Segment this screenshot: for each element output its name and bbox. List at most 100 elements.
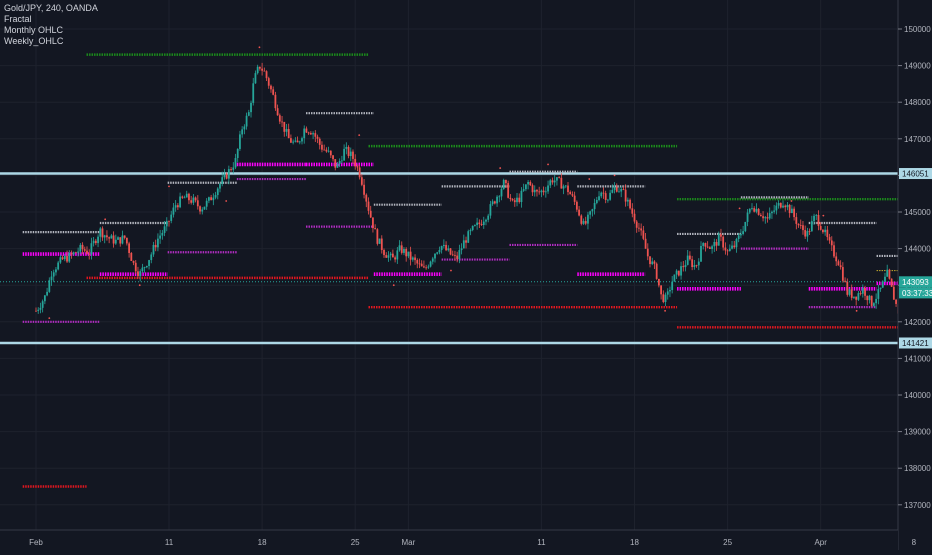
candle <box>230 167 232 172</box>
time-tick-label: 18 <box>630 538 639 547</box>
price-label-text: 143093 <box>902 278 929 287</box>
candle <box>261 62 263 76</box>
candle <box>813 213 815 225</box>
time-axis[interactable]: Feb111825Mar111825Apr81522May71320 <box>0 529 932 550</box>
price-axis-bg <box>898 0 932 550</box>
fractal-marker <box>664 309 666 312</box>
price-axis[interactable]: 1500001490001480001470001460001450001440… <box>897 0 932 550</box>
candle <box>753 206 756 213</box>
candle <box>870 295 873 308</box>
candle <box>866 295 869 306</box>
price-tick-label: 150000 <box>904 25 931 34</box>
candle <box>757 208 760 216</box>
candle <box>775 202 778 215</box>
candle <box>748 208 751 215</box>
candle <box>332 154 334 162</box>
candle <box>582 218 585 225</box>
candle <box>471 225 474 232</box>
candle <box>434 253 436 263</box>
fractal-marker <box>104 218 107 221</box>
candle <box>746 209 749 227</box>
candle <box>170 210 173 224</box>
legend-indicator-weekly-ohlc[interactable]: Weekly_OHLC <box>4 36 64 46</box>
candle <box>788 203 791 218</box>
horizontal-lines[interactable] <box>0 172 898 345</box>
candle <box>629 198 631 210</box>
candle <box>777 200 780 209</box>
candle <box>77 247 80 257</box>
candle <box>278 113 281 125</box>
candle <box>196 195 199 210</box>
candle <box>294 137 297 143</box>
candle <box>489 200 492 219</box>
candle <box>655 262 658 280</box>
candle <box>646 243 649 261</box>
candle <box>873 302 875 308</box>
time-tick-label: 11 <box>537 538 546 547</box>
candle <box>190 195 193 205</box>
candle <box>447 245 450 252</box>
candle <box>451 250 454 257</box>
candle <box>737 232 740 243</box>
candle <box>839 260 842 270</box>
candle <box>620 186 623 198</box>
candle <box>622 186 625 191</box>
candle <box>660 285 662 300</box>
candle <box>92 237 95 247</box>
candle <box>360 174 363 187</box>
candle <box>132 260 135 266</box>
candle <box>740 229 742 239</box>
candle <box>438 246 441 255</box>
fractal-marker <box>738 207 741 210</box>
candle <box>562 184 565 195</box>
candle <box>427 264 430 270</box>
legend-symbol[interactable]: Gold/JPY, 240, OANDA <box>4 3 98 13</box>
candle <box>398 240 401 252</box>
candle <box>773 204 776 214</box>
candle <box>343 144 346 161</box>
candle <box>653 260 656 270</box>
candle <box>425 264 428 270</box>
candle <box>613 182 616 194</box>
candle <box>768 207 771 220</box>
fractal-marker <box>613 174 616 177</box>
candle <box>755 203 758 214</box>
price-tick-label: 144000 <box>904 245 931 254</box>
candle <box>358 164 361 180</box>
legend-indicator-monthly-ohlc[interactable]: Monthly OHLC <box>4 25 64 35</box>
candle <box>285 124 288 137</box>
candle <box>458 244 461 264</box>
candle <box>850 284 853 301</box>
candle <box>731 241 733 250</box>
candle <box>349 147 352 162</box>
candle <box>369 205 372 219</box>
candle <box>695 264 698 268</box>
candle <box>128 241 130 258</box>
candle <box>354 154 357 170</box>
candle <box>500 186 503 201</box>
candle <box>252 77 255 106</box>
candle <box>691 255 694 271</box>
candle <box>139 269 142 282</box>
candle <box>181 195 184 199</box>
price-tick-label: 142000 <box>904 318 931 327</box>
candle <box>587 211 589 230</box>
candle <box>726 249 729 256</box>
legend-indicator-fractal[interactable]: Fractal <box>4 14 32 24</box>
candle <box>505 179 507 188</box>
candle <box>762 211 764 222</box>
candle <box>751 203 753 211</box>
candle <box>243 124 246 135</box>
fractal-marker <box>225 200 228 202</box>
candle <box>445 241 447 252</box>
candle <box>79 242 82 255</box>
candle <box>524 184 527 192</box>
candle <box>86 246 88 255</box>
candle <box>168 220 170 227</box>
candle <box>316 134 319 144</box>
candle <box>465 236 467 249</box>
candle <box>387 251 390 262</box>
candle <box>861 284 864 298</box>
